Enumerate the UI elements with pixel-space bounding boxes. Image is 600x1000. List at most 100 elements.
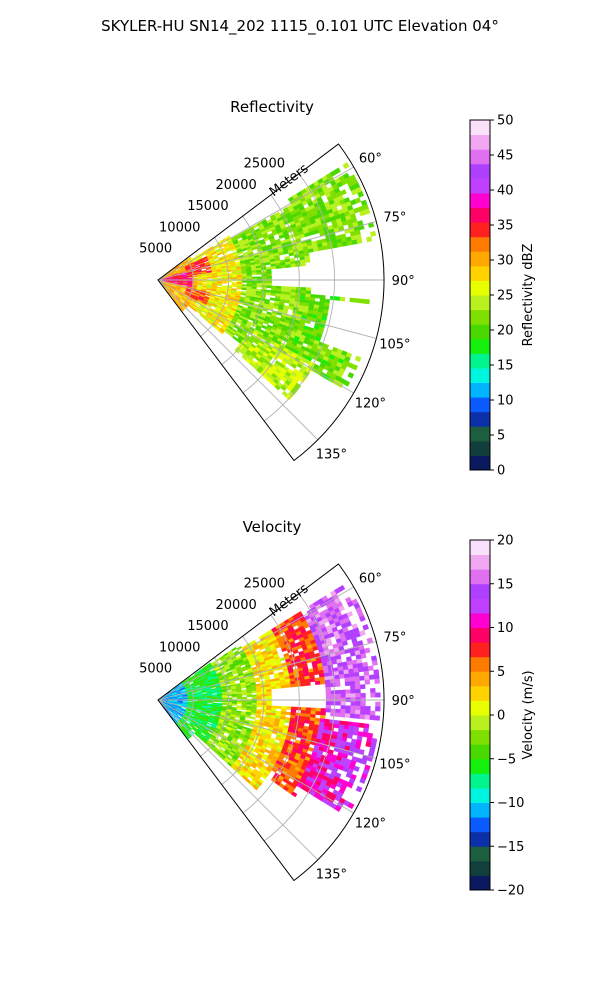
radar-gate	[325, 708, 331, 713]
radar-gate	[227, 700, 233, 703]
azimuth-tick-label: 120°	[355, 397, 386, 412]
radar-gate	[340, 189, 347, 196]
radar-gate	[364, 675, 370, 681]
radar-gate	[343, 673, 350, 679]
radar-gate	[365, 706, 371, 711]
range-tick-label: 25000	[244, 157, 285, 172]
colorbar-swatch	[470, 802, 490, 818]
radar-gate	[355, 684, 361, 690]
colorbar-swatch	[470, 875, 490, 891]
range-tick-label: 15000	[187, 199, 228, 214]
radar-gate	[207, 701, 213, 703]
radar-gate	[369, 715, 376, 721]
radar-gate	[222, 281, 228, 284]
radar-gate	[345, 709, 351, 714]
radar-gate	[327, 244, 334, 250]
colorbar-swatch	[470, 324, 490, 340]
radar-gate	[329, 679, 336, 684]
radar-gate	[363, 723, 370, 729]
radar-gate	[329, 295, 336, 301]
colorbar-swatch	[470, 411, 490, 427]
radar-gate	[334, 678, 341, 684]
radar-gate	[345, 693, 351, 698]
colorbar-swatch	[470, 192, 490, 208]
colorbar-swatch	[470, 744, 490, 760]
radar-gate	[371, 660, 378, 666]
radar-gate	[251, 700, 258, 704]
colorbar-swatch	[470, 554, 490, 570]
colorbar-tick-label: 15	[497, 359, 514, 374]
radar-gate	[290, 263, 296, 268]
radar-gate	[340, 693, 346, 698]
radar-gate	[284, 299, 291, 304]
radar-gate	[370, 692, 376, 698]
colorbar-label: Velocity (m/s)	[521, 670, 536, 759]
radar-gate	[241, 693, 248, 696]
radar-gate	[362, 666, 369, 672]
radar-gate	[266, 696, 272, 699]
colorbar-tick-label: 0	[497, 464, 505, 479]
figure-title: SKYLER-HU SN14_202 1115_0.101 UTC Elevat…	[101, 17, 499, 36]
radar-gate	[340, 709, 346, 714]
radar-gate	[375, 706, 381, 712]
range-tick-label: 20000	[215, 598, 256, 613]
radar-gate	[334, 674, 340, 680]
azimuth-tick-label: 105°	[379, 337, 410, 352]
radar-gate	[241, 280, 248, 283]
colorbar-swatch	[470, 120, 490, 136]
radar-gate	[340, 701, 347, 706]
radar-gate	[256, 694, 262, 697]
azimuth-tick-label: 90°	[392, 274, 415, 289]
colorbar-swatch	[470, 627, 490, 643]
radar-gate	[350, 705, 356, 711]
radar-gate	[189, 729, 195, 735]
range-tick-label: 10000	[159, 220, 200, 235]
radar-gate	[256, 272, 262, 275]
radar-gate	[363, 670, 370, 676]
radar-gate	[349, 680, 356, 686]
radar-gate	[212, 277, 218, 280]
radar-gate	[270, 292, 277, 297]
radar-gate	[355, 785, 363, 793]
radar-gate	[373, 669, 380, 675]
radar-gate	[330, 708, 336, 713]
radar-gate	[222, 277, 228, 280]
colorbar-swatch	[470, 831, 490, 847]
radar-gate	[330, 693, 337, 699]
radar-gate	[330, 701, 337, 706]
colorbar-swatch	[470, 817, 490, 833]
radar-gate	[355, 693, 361, 698]
radar-gate	[360, 701, 366, 707]
azimuth-tick-label: 60°	[359, 571, 382, 586]
range-tick-label: 20000	[215, 178, 256, 193]
radar-gate	[354, 355, 362, 362]
radar-gate	[335, 682, 341, 687]
radar-gate	[236, 277, 243, 280]
radar-gate	[217, 275, 223, 277]
radar-gate	[246, 694, 253, 698]
radar-gate	[265, 292, 272, 296]
radar-gate	[319, 294, 326, 300]
range-tick-label: 25000	[244, 577, 285, 592]
radar-gate	[374, 715, 381, 721]
radar-gate	[266, 268, 272, 272]
radar-gate	[334, 167, 342, 175]
radar-gate	[359, 630, 366, 637]
radar-gate	[251, 280, 258, 284]
radar-gate	[241, 696, 248, 700]
radar-gate	[354, 298, 360, 304]
radar-gate	[290, 683, 296, 688]
colorbar-swatch	[470, 656, 490, 672]
radar-gate	[285, 264, 292, 268]
radar-gate	[335, 708, 341, 714]
radar-gate	[315, 711, 321, 716]
radar-gate	[349, 297, 356, 303]
radar-gate	[340, 689, 346, 695]
colorbar-tick-label: 5	[497, 665, 505, 680]
radar-gate	[256, 284, 262, 288]
radar-gate	[350, 689, 356, 694]
colorbar-swatch	[470, 583, 490, 599]
radar-gate	[212, 697, 218, 700]
colorbar-tick-label: 0	[497, 709, 505, 724]
radar-gate	[355, 701, 361, 707]
